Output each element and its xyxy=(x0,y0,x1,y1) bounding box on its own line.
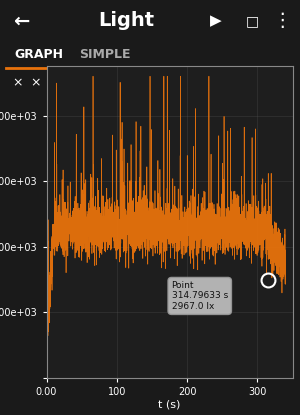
Text: Illuminance: Illuminance xyxy=(84,76,174,90)
Text: ×: × xyxy=(13,76,23,90)
Text: Point
314.79633 s
2967.0 lx: Point 314.79633 s 2967.0 lx xyxy=(172,281,228,311)
X-axis label: t (s): t (s) xyxy=(158,400,181,410)
Text: ×: × xyxy=(31,76,41,90)
Text: □: □ xyxy=(245,14,259,28)
Text: ⋮: ⋮ xyxy=(272,11,292,30)
Text: ←: ← xyxy=(13,11,29,30)
Text: GRAPH: GRAPH xyxy=(14,48,64,61)
Text: SIMPLE: SIMPLE xyxy=(79,48,131,61)
Text: ▶: ▶ xyxy=(210,13,222,28)
Text: Light: Light xyxy=(98,11,154,30)
